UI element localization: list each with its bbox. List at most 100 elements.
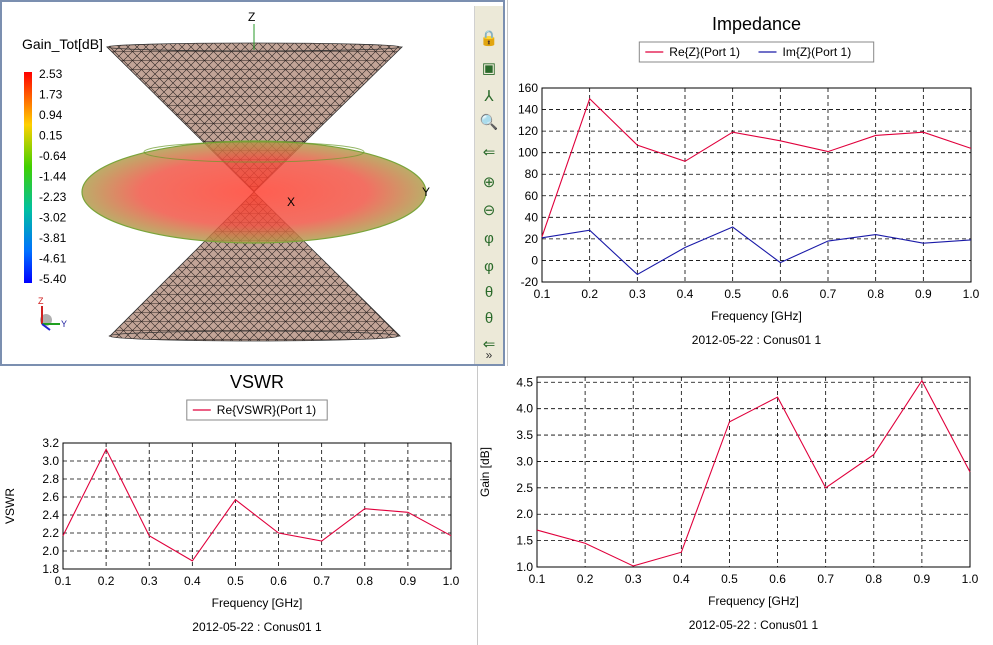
x-tick-label: 0.2 — [577, 572, 594, 586]
chart-title: Impedance — [712, 14, 801, 34]
y-tick-label: 0 — [531, 253, 538, 267]
plot-area — [541, 87, 972, 283]
axes-r-icon[interactable]: ⅄ — [484, 88, 494, 105]
x-tick-label: 0.2 — [98, 574, 115, 588]
vswr-chart-panel: VSWR Re{VSWR}(Port 1) 1.8 2.0 2.2 2.4 2.6 2.8 3.… — [0, 366, 478, 645]
colorbar-labels: 2.53 1.73 0.94 0.15 -0.64 -1.44 -2.23 -3.02 -3.8… — [39, 67, 67, 286]
y-tick-label: 2.4 — [42, 508, 59, 522]
y-tick-label: 2.8 — [42, 472, 59, 486]
triad-z-label: Z — [38, 296, 44, 306]
y-tick-label: 100 — [518, 146, 538, 160]
y-tick-label: 2.0 — [516, 507, 533, 521]
legend-label: Re{Z}(Port 1) — [669, 45, 740, 59]
impedance-chart: Impedance Re{Z}(Port 1) Im{Z}(Port 1) -20 0 2… — [518, 14, 980, 347]
colorbar-tick-label: 2.53 — [39, 67, 63, 81]
expand-icon[interactable]: » — [485, 348, 493, 362]
x-tick-label: 0.6 — [270, 574, 287, 588]
legend-label: Im{Z}(Port 1) — [783, 45, 852, 59]
gain-chart-panel: 1.0 1.5 2.0 2.5 3.0 3.5 4.0 4.5 0.1 0.2 0.3 0.4 0.5 0… — [479, 366, 993, 645]
y-tick-label: 1.0 — [516, 560, 533, 574]
x-tick-label: 0.6 — [769, 572, 786, 586]
y-tick-label: 160 — [518, 81, 538, 95]
x-tick-label: 0.7 — [313, 574, 330, 588]
colorbar-tick-label: -3.02 — [39, 211, 67, 225]
x-tick-label: 1.0 — [443, 574, 460, 588]
y-tick-label: 2.2 — [42, 526, 59, 540]
radiation-pattern-render[interactable]: Z X Y Gain_Tot[dB] 2.53 1.73 0.94 0.15 -0.64… — [2, 2, 503, 364]
x-tick-label: 0.6 — [772, 287, 789, 301]
y-tick-label: 40 — [525, 210, 539, 224]
y-tick-label: 2.5 — [516, 481, 533, 495]
chart-legend: Re{Z}(Port 1) Im{Z}(Port 1) — [638, 41, 875, 63]
chart-footer: 2012-05-22 : Conus01 1 — [192, 620, 322, 634]
x-tick-label: 0.3 — [141, 574, 158, 588]
x-tick-label: 0.8 — [865, 572, 882, 586]
x-tick-label: 0.1 — [529, 572, 546, 586]
x-tick-label: 0.2 — [581, 287, 598, 301]
x-tick-label: 0.3 — [625, 572, 642, 586]
gain-torus — [81, 140, 427, 244]
y-tick-label: 4.5 — [516, 375, 533, 389]
y-tick-label: 120 — [518, 124, 538, 138]
y-tick-label: 140 — [518, 103, 538, 117]
rotate-theta2-icon[interactable]: θ — [484, 310, 494, 327]
x-tick-label: 0.7 — [817, 572, 834, 586]
fit-view-icon[interactable]: ▣ — [481, 60, 497, 77]
y-tick-label: 2.6 — [42, 490, 59, 504]
x-tick-label: 0.9 — [914, 572, 931, 586]
chart-title: VSWR — [230, 372, 284, 392]
far-field-3d-view[interactable]: Z X Y Gain_Tot[dB] 2.53 1.73 0.94 0.15 -0.64… — [0, 0, 505, 366]
y-tick-label: 1.8 — [42, 562, 59, 576]
view-toolbar: 🔒 ▣ ⅄ 🔍 ⇐ ⊕ ⊖ φ φ θ θ ⇐» — [474, 6, 503, 364]
orientation-triad-icon: Z Y — [38, 296, 67, 331]
x-axis-label: Frequency [GHz] — [711, 309, 802, 323]
x-tick-label: 0.5 — [721, 572, 738, 586]
zoom-window-icon[interactable]: 🔍 — [479, 114, 499, 131]
zoom-out-icon[interactable]: ⊖ — [482, 202, 496, 219]
x-tick-label: 0.4 — [677, 287, 694, 301]
triad-y-label: Y — [61, 319, 67, 329]
vswr-chart: VSWR Re{VSWR}(Port 1) 1.8 2.0 2.2 2.4 2.6 2.8 3.… — [3, 372, 460, 634]
y-tick-label: 3.0 — [516, 454, 533, 468]
colorbar-tick-label: 0.94 — [39, 108, 63, 122]
plot-area — [62, 442, 452, 570]
y-tick-label: 2.0 — [42, 544, 59, 558]
colorbar-tick-label: 0.15 — [39, 129, 63, 143]
rotate-phi2-icon[interactable]: φ — [484, 258, 494, 275]
x-tick-label: 0.4 — [673, 572, 690, 586]
small-arrow-icon[interactable]: ⇐ — [482, 336, 496, 353]
y-axis-label: VSWR — [3, 488, 17, 524]
impedance-chart-panel: Impedance Re{Z}(Port 1) Im{Z}(Port 1) -20 0 2… — [507, 0, 993, 366]
x-axis-label: Frequency [GHz] — [708, 594, 799, 608]
colorbar-tick-label: -1.44 — [39, 170, 67, 184]
rotate-theta-icon[interactable]: θ — [484, 284, 494, 301]
colorbar-title: Gain_Tot[dB] — [22, 36, 103, 52]
y-tick-label: 3.2 — [42, 436, 59, 450]
x-tick-label: 0.9 — [915, 287, 932, 301]
colorbar-tick-label: 1.73 — [39, 88, 63, 102]
series-line — [541, 97, 972, 237]
x-tick-label: 0.9 — [400, 574, 417, 588]
chart-legend: Re{VSWR}(Port 1) — [186, 399, 328, 421]
lock-z-icon[interactable]: 🔒 — [479, 30, 499, 47]
y-tick-label: 3.0 — [42, 454, 59, 468]
y-tick-label: 1.5 — [516, 534, 533, 548]
y-axis-label: Gain [dB] — [479, 447, 492, 497]
zoom-in-icon[interactable]: ⊕ — [482, 174, 496, 191]
legend-label: Re{VSWR}(Port 1) — [217, 403, 316, 417]
chart-footer: 2012-05-22 : Conus01 1 — [689, 618, 819, 632]
rotate-phi-icon[interactable]: φ — [484, 230, 494, 247]
colorbar-tick-label: -0.64 — [39, 149, 67, 163]
x-tick-label: 1.0 — [963, 287, 980, 301]
colorbar — [24, 72, 32, 283]
x-tick-label: 0.5 — [227, 574, 244, 588]
x-tick-label: 0.5 — [724, 287, 741, 301]
gain-chart: 1.0 1.5 2.0 2.5 3.0 3.5 4.0 4.5 0.1 0.2 0.3 0.4 0.5 0… — [479, 375, 979, 632]
back-arrow-icon[interactable]: ⇐ — [482, 144, 496, 161]
y-tick-label: 60 — [525, 189, 539, 203]
x-axis-label: Frequency [GHz] — [212, 596, 303, 610]
x-tick-label: 0.1 — [55, 574, 72, 588]
y-tick-label: 3.5 — [516, 428, 533, 442]
axis-x-label: X — [287, 195, 295, 209]
x-tick-label: 0.7 — [820, 287, 837, 301]
